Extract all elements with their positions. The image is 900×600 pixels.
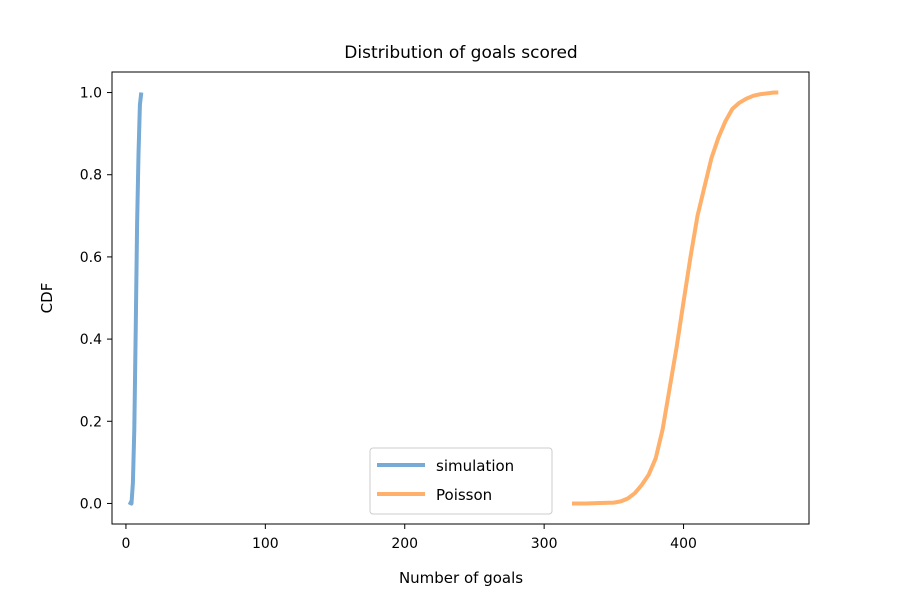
x-axis-ticks: 0 100 200 300 400	[121, 524, 697, 552]
chart-title: Distribution of goals scored	[344, 43, 577, 63]
series-lines	[127, 90, 779, 506]
y-axis-ticks: 0.0 0.2 0.4 0.6 0.8 1.0	[80, 86, 112, 512]
y-axis-label: CDF	[38, 283, 56, 314]
plot-area	[111, 71, 810, 525]
y-tick-label: 1.0	[80, 86, 102, 102]
legend-label-simulation: simulation	[436, 457, 514, 475]
x-tick-label: 200	[391, 536, 418, 552]
x-tick-label: 400	[670, 536, 697, 552]
legend-label-poisson: Poisson	[436, 486, 492, 504]
legend: simulation Poisson	[369, 447, 553, 515]
y-tick-label: 0.2	[80, 414, 102, 430]
x-axis-label: Number of goals	[399, 569, 523, 587]
y-tick-label: 0.8	[80, 168, 102, 184]
x-tick-label: 0	[121, 536, 130, 552]
series-line-simulation	[127, 92, 144, 506]
y-tick-label: 0.6	[80, 250, 102, 266]
y-tick-label: 0.4	[80, 332, 102, 348]
x-tick-label: 100	[252, 536, 279, 552]
series-line-poisson	[572, 90, 779, 506]
x-tick-label: 300	[531, 536, 558, 552]
y-tick-label: 0.0	[80, 496, 102, 512]
